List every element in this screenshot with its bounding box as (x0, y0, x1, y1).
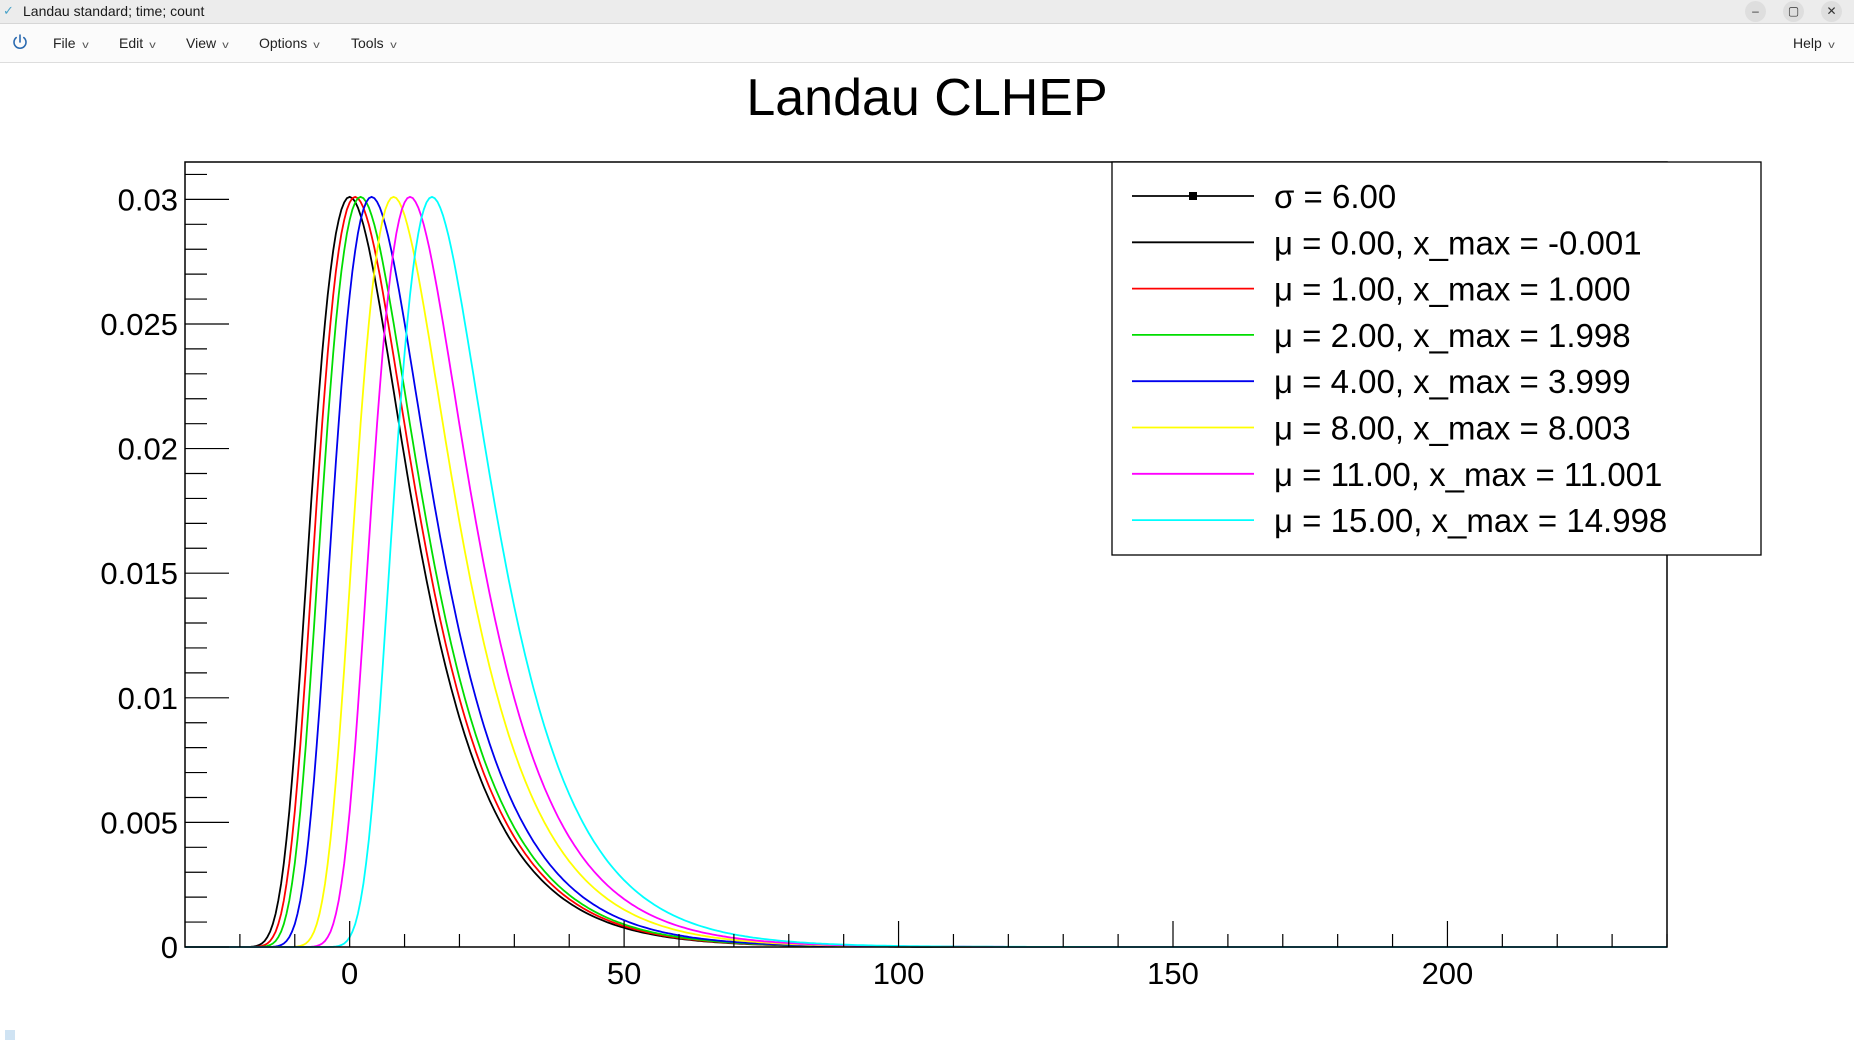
x-tick-label: 200 (1422, 956, 1474, 991)
axes-group: 0 50 100 150 200 0 0.005 0.01 0.015 0.02 0.025 0.03 (100, 173, 1668, 991)
legend-entry-label: μ = 2.00, x_max = 1.998 (1274, 317, 1631, 354)
chevron-down-icon: v (1828, 40, 1835, 51)
chevron-down-icon: v (222, 40, 229, 51)
minimize-button[interactable]: – (1745, 1, 1766, 22)
y-tick-label: 0.015 (100, 556, 178, 591)
chevron-down-icon: v (389, 40, 397, 51)
menu-tools[interactable]: Tools v (351, 35, 396, 54)
window-title: Landau standard; time; count (23, 3, 205, 19)
chevron-down-icon: v (81, 40, 89, 51)
chevron-down-icon: v (313, 40, 321, 51)
x-tick-label: 100 (873, 956, 925, 991)
close-icon: ✕ (1826, 4, 1837, 18)
x-tick-label: 50 (607, 956, 641, 991)
menu-options[interactable]: Options v (259, 35, 321, 54)
close-button[interactable]: ✕ (1821, 1, 1842, 22)
status-indicator (5, 1030, 15, 1040)
app-icon: ✓ (3, 3, 14, 18)
legend-entry-label: μ = 11.00, x_max = 11.001 (1274, 456, 1662, 493)
y-tick-label: 0.01 (118, 681, 178, 716)
legend-entry-label: μ = 1.00, x_max = 1.000 (1274, 271, 1631, 308)
menubar: File v Edit v View v Options v Tools v Help v (0, 24, 1854, 63)
power-icon[interactable] (10, 32, 30, 52)
menu-edit[interactable]: Edit v (119, 35, 156, 54)
y-tick-label: 0.005 (100, 805, 178, 840)
menu-file[interactable]: File v (53, 35, 88, 54)
x-tick-label: 150 (1147, 956, 1199, 991)
menu-file-label: File (53, 35, 76, 51)
landau-plot-canvas[interactable]: Landau CLHEP 0 50 100 150 200 0 0.005 0.01 0.015… (0, 63, 1854, 1028)
legend-entry-label: μ = 4.00, x_max = 3.999 (1274, 363, 1631, 400)
y-tick-label: 0.02 (118, 432, 178, 467)
legend-box (1111, 161, 1762, 556)
window-titlebar: ✓ Landau standard; time; count – ▢ ✕ (0, 0, 1854, 24)
menu-edit-label: Edit (119, 35, 144, 51)
maximize-button[interactable]: ▢ (1783, 1, 1804, 22)
menu-help-label: Help (1793, 35, 1822, 51)
legend-entry-label: μ = 0.00, x_max = -0.001 (1274, 224, 1642, 261)
x-tick-label: 0 (341, 956, 358, 991)
minimize-icon: – (1752, 4, 1759, 18)
maximize-icon: ▢ (1787, 4, 1800, 18)
y-tick-label: 0 (161, 930, 178, 965)
y-tick-label: 0.03 (118, 182, 178, 217)
legend-entry-label: μ = 15.00, x_max = 14.998 (1274, 502, 1667, 539)
legend[interactable]: σ = 6.00 μ = 0.00, x_max = -0.001 μ = 1.00… (1111, 161, 1762, 556)
menu-view[interactable]: View v (186, 35, 229, 54)
chart-title: Landau CLHEP (746, 69, 1107, 127)
menu-view-label: View (186, 35, 217, 51)
legend-marker (1189, 192, 1197, 200)
menu-tools-label: Tools (351, 35, 384, 51)
legend-entry-label: σ = 6.00 (1274, 178, 1396, 215)
menu-options-label: Options (259, 35, 308, 51)
legend-entry-label: μ = 8.00, x_max = 8.003 (1274, 410, 1631, 447)
y-tick-label: 0.025 (100, 307, 178, 342)
menu-help[interactable]: Help v (1793, 35, 1835, 54)
chevron-down-icon: v (149, 40, 156, 51)
